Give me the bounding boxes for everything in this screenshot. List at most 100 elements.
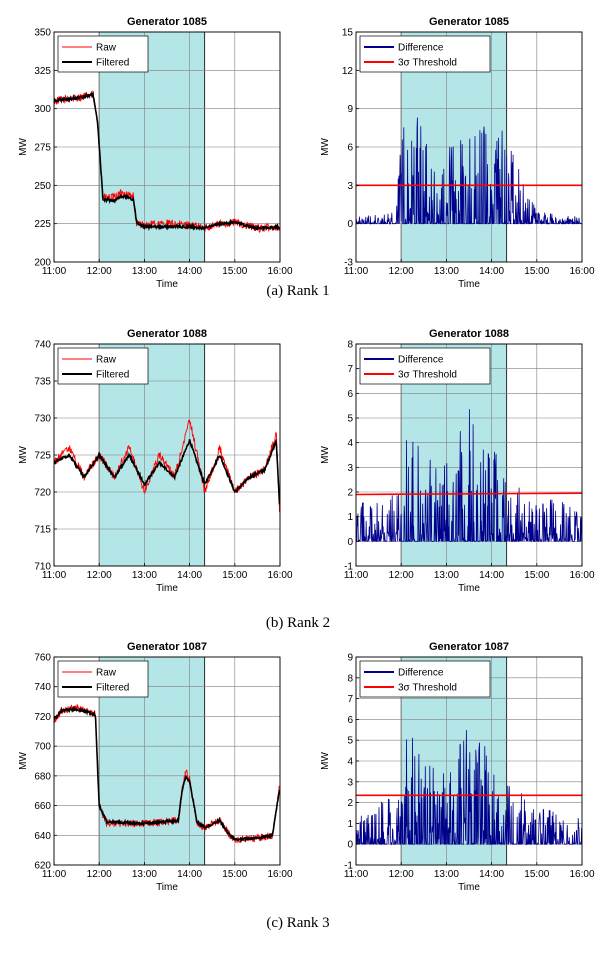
legend-label: Filtered xyxy=(96,370,129,381)
y-tick-label: 6 xyxy=(347,715,353,726)
x-axis-label: Time xyxy=(458,583,480,594)
x-tick-label: 11:00 xyxy=(42,266,67,277)
y-axis-label: MW xyxy=(320,138,331,156)
legend-box xyxy=(359,35,491,73)
legend-label: 3σ Threshold xyxy=(398,58,457,69)
y-tick-label: 1 xyxy=(347,512,353,523)
chart-panel-2: 11:00 12:00 13:00 14:00 15:00 16:00 -3 0 3 6 9 12 15… xyxy=(320,16,595,290)
plot-area xyxy=(356,729,582,846)
legend-box xyxy=(359,347,491,385)
x-tick-label: 12:00 xyxy=(87,266,112,277)
chart-title: Generator 1088 xyxy=(429,328,509,340)
y-tick-label: 15 xyxy=(342,28,354,39)
y-tick-label: 640 xyxy=(34,831,51,842)
plot-area xyxy=(356,117,582,226)
chart-panel-3: 11:00 12:00 13:00 14:00 15:00 16:00 710 715 720 7… xyxy=(18,328,293,594)
x-tick-label: 12:00 xyxy=(389,266,414,277)
y-tick-label: 740 xyxy=(34,682,51,693)
chart-panel-4: 11:00 12:00 13:00 14:00 15:00 16:00 -1 0 1 2 3 4 5 6 7… xyxy=(320,328,595,594)
y-tick-label: 200 xyxy=(34,258,51,269)
y-axis-label: MW xyxy=(320,752,331,770)
legend: Raw Filtered xyxy=(57,347,149,385)
y-tick-label: 4 xyxy=(347,438,353,449)
figure-caption: (a) Rank 1 xyxy=(266,283,329,299)
y-tick-label: -1 xyxy=(344,861,353,872)
y-tick-label: 225 xyxy=(34,219,51,230)
legend: Difference 3σ Threshold xyxy=(359,35,491,73)
x-tick-label: 11:00 xyxy=(344,869,369,880)
y-tick-label: 740 xyxy=(34,340,51,351)
plot-area xyxy=(54,419,280,513)
x-tick-label: 14:00 xyxy=(479,266,504,277)
x-tick-label: 16:00 xyxy=(267,570,292,581)
chart-panel-6: 11:00 12:00 13:00 14:00 15:00 16:00 -1 0 1 2 3 4 5 6 7… xyxy=(320,641,595,893)
axes-frame xyxy=(53,656,281,866)
y-tick-label: 8 xyxy=(347,673,353,684)
y-tick-label: 710 xyxy=(34,562,51,573)
legend-box xyxy=(57,35,149,73)
legend-box xyxy=(359,660,491,698)
y-axis-label: MW xyxy=(320,446,331,464)
x-tick-label: 14:00 xyxy=(177,570,202,581)
y-tick-label: 715 xyxy=(34,525,51,536)
x-tick-label: 14:00 xyxy=(177,869,202,880)
y-tick-label: 2 xyxy=(347,488,353,499)
y-tick-label: 9 xyxy=(347,653,353,664)
x-tick-label: 12:00 xyxy=(389,869,414,880)
legend-box xyxy=(57,347,149,385)
y-tick-label: 350 xyxy=(34,28,51,39)
chart-title: Generator 1087 xyxy=(429,641,509,653)
x-tick-label: 16:00 xyxy=(267,266,292,277)
chart-title: Generator 1085 xyxy=(429,16,509,28)
legend-label: Difference xyxy=(398,355,444,366)
y-axis-label: MW xyxy=(18,446,29,464)
y-tick-label: 2 xyxy=(347,798,353,809)
x-tick-label: 13:00 xyxy=(434,570,459,581)
series-line-filtered xyxy=(54,90,280,232)
x-tick-label: 14:00 xyxy=(177,266,202,277)
y-tick-label: 12 xyxy=(342,66,354,77)
y-tick-label: 5 xyxy=(347,736,353,747)
y-tick-label: -3 xyxy=(344,258,353,269)
x-tick-label: 13:00 xyxy=(132,266,157,277)
y-tick-label: 7 xyxy=(347,694,353,705)
y-tick-label: 275 xyxy=(34,143,51,154)
y-tick-label: 7 xyxy=(347,364,353,375)
y-tick-label: 6 xyxy=(347,143,353,154)
y-tick-label: 0 xyxy=(347,840,353,851)
x-tick-label: 11:00 xyxy=(344,570,369,581)
y-tick-label: 3 xyxy=(347,463,353,474)
plot-area xyxy=(54,704,280,844)
y-tick-label: 720 xyxy=(34,488,51,499)
y-tick-label: 325 xyxy=(34,66,51,77)
y-tick-label: 300 xyxy=(34,104,51,115)
plot-area xyxy=(356,409,582,543)
series-line-raw xyxy=(54,704,280,844)
y-tick-label: 3 xyxy=(347,777,353,788)
y-tick-label: 760 xyxy=(34,653,51,664)
x-axis-label: Time xyxy=(458,279,480,290)
legend: Raw Filtered xyxy=(57,660,149,698)
x-tick-label: 16:00 xyxy=(267,869,292,880)
y-axis-label: MW xyxy=(18,752,29,770)
legend-label: Raw xyxy=(96,43,117,54)
x-tick-label: 13:00 xyxy=(132,869,157,880)
legend-label: Difference xyxy=(398,668,444,679)
legend-label: 3σ Threshold xyxy=(398,683,457,694)
legend: Raw Filtered xyxy=(57,35,149,73)
legend: Difference 3σ Threshold xyxy=(359,660,491,698)
x-axis-label: Time xyxy=(156,882,178,893)
x-tick-label: 16:00 xyxy=(569,266,594,277)
chart-panel-1: 11:00 12:00 13:00 14:00 15:00 16:00 200 225 250 2… xyxy=(18,16,293,290)
x-tick-label: 15:00 xyxy=(524,570,549,581)
plot-area xyxy=(54,90,280,233)
legend-box xyxy=(57,660,149,698)
y-axis-label: MW xyxy=(18,138,29,156)
x-tick-label: 11:00 xyxy=(344,266,369,277)
x-axis-label: Time xyxy=(458,882,480,893)
legend-label: Raw xyxy=(96,355,117,366)
y-tick-label: 0 xyxy=(347,219,353,230)
legend-label: Raw xyxy=(96,668,117,679)
chart-title: Generator 1087 xyxy=(127,641,207,653)
x-tick-label: 13:00 xyxy=(434,266,459,277)
